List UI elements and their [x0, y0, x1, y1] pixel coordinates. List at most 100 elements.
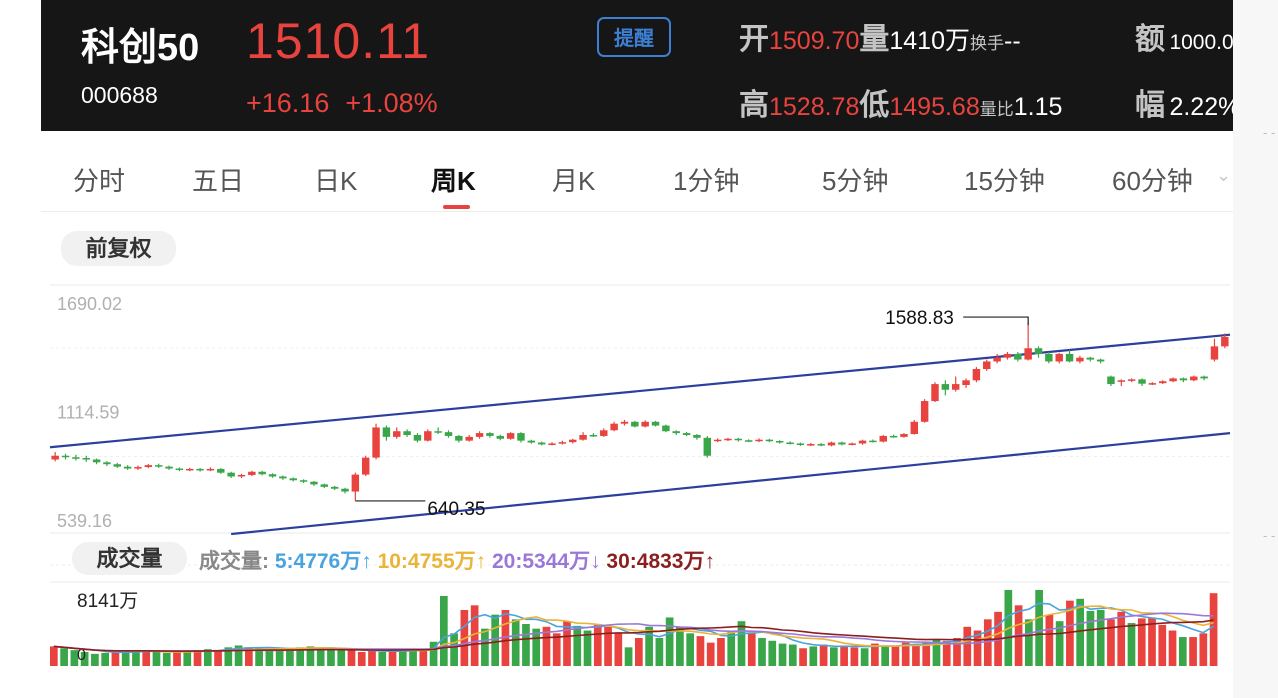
candle-body: [776, 441, 784, 443]
amount-group: 额 1000.0: [1135, 14, 1233, 58]
chevron-down-icon[interactable]: ⌄: [1216, 165, 1232, 185]
volume-bar: [306, 646, 315, 666]
candle-body: [1055, 353, 1063, 362]
stats-row-2: 高1528.78低1495.68量比1.15: [739, 80, 1062, 124]
volume-bar: [1035, 590, 1043, 666]
index-code: 000688: [81, 82, 158, 108]
candle-body: [993, 357, 1001, 362]
ma30-legend: 30:4833万: [606, 550, 705, 573]
low-value: 1495.68: [889, 93, 980, 121]
tab-monthly-k[interactable]: 月K: [552, 166, 596, 196]
volume-bar: [758, 637, 766, 666]
candle-body: [1221, 336, 1229, 347]
volume-bar: [265, 649, 274, 666]
candle-body: [186, 468, 194, 471]
ma30-line: [53, 619, 1214, 652]
volume-bar: [645, 626, 653, 666]
volume-bar: [942, 640, 951, 666]
candle-body: [1076, 357, 1084, 362]
change-value: +16.16: [246, 88, 330, 118]
candle-body: [537, 442, 546, 445]
current-price: 1510.11: [246, 13, 431, 69]
candle-body: [568, 439, 577, 443]
candle-body: [196, 468, 204, 471]
tab-5-minute[interactable]: 5分钟: [822, 166, 889, 196]
volume-bar: [737, 621, 746, 666]
candle-body: [620, 421, 629, 424]
volume-bar: [850, 647, 859, 666]
candle-body: [682, 433, 691, 435]
tab-weekly-k[interactable]: 周K: [431, 166, 476, 196]
volume-bar: [347, 650, 356, 666]
candle-body: [227, 472, 235, 477]
candle-body: [1065, 353, 1074, 362]
candle-body: [310, 481, 318, 485]
tab-five-day[interactable]: 五日: [192, 166, 245, 196]
candle-body: [413, 434, 422, 441]
volume-bar: [860, 648, 869, 666]
volume-bar: [121, 651, 130, 666]
volume-bar: [255, 648, 263, 666]
candle-body: [330, 486, 339, 489]
volume-bar: [655, 637, 664, 666]
volume-value: 1410万: [889, 27, 970, 55]
volume-ratio-label: 量比: [979, 100, 1014, 119]
volume-bar: [142, 651, 151, 666]
tab-1-minute[interactable]: 1分钟: [673, 166, 740, 196]
candle-body: [589, 434, 598, 437]
volume-bar: [440, 595, 448, 666]
candle-body: [713, 439, 722, 442]
candle-body: [962, 380, 970, 386]
candle-body: [258, 471, 266, 475]
tab-daily-k[interactable]: 日K: [314, 166, 358, 196]
candle-body: [755, 439, 763, 442]
min-annotation-label: 640.35: [427, 499, 485, 520]
candle-body: [600, 430, 608, 436]
candle-body: [51, 455, 59, 460]
candle-body: [807, 444, 815, 446]
candle-body: [393, 431, 401, 437]
index-name: 科创50: [81, 27, 200, 69]
candle-body: [672, 431, 680, 434]
volume-bar: [214, 650, 222, 666]
volume-label: 量: [859, 23, 890, 56]
candle-body: [1200, 376, 1208, 379]
volume-bar: [224, 647, 233, 666]
candle-body: [1210, 346, 1219, 360]
adjust-mode-button[interactable]: 前复权: [61, 231, 176, 266]
right-panel: - - - -: [1233, 0, 1278, 698]
volume-indicator-button[interactable]: 成交量: [72, 542, 187, 575]
kline-y-tick-label: 1114.59: [57, 403, 119, 423]
candle-body: [382, 427, 391, 437]
candle-body: [931, 384, 939, 402]
amplitude-label: 幅: [1135, 89, 1165, 122]
candle-body: [1096, 359, 1105, 362]
volume-bar: [316, 648, 325, 666]
candle-body: [279, 476, 287, 479]
volume-bar: [532, 628, 541, 666]
candle-body: [972, 368, 981, 381]
tab-intraday[interactable]: 分时: [73, 166, 126, 196]
tab-15-minute[interactable]: 15分钟: [964, 166, 1045, 196]
volume-bar: [1086, 610, 1095, 666]
candle-body: [1086, 357, 1094, 360]
candle-body: [744, 440, 753, 442]
channel-lower-line: [231, 432, 1231, 536]
candle-body: [154, 465, 163, 467]
high-value: 1528.78: [769, 93, 860, 121]
volume-bar: [80, 651, 89, 666]
volume-bar: [1199, 633, 1208, 666]
tab-60-minute[interactable]: 60分钟: [1112, 166, 1193, 196]
remind-button[interactable]: 提醒: [597, 17, 671, 57]
candle-body: [465, 436, 473, 441]
candle-body: [724, 438, 732, 441]
volume-bar: [1148, 617, 1156, 666]
volume-bar: [522, 623, 530, 666]
candle-body: [372, 427, 380, 458]
volume-bar: [378, 651, 387, 666]
candle-body: [1003, 353, 1012, 358]
open-value: 1509.70: [769, 27, 860, 55]
candle-body: [351, 474, 360, 492]
candle-body: [268, 474, 277, 477]
